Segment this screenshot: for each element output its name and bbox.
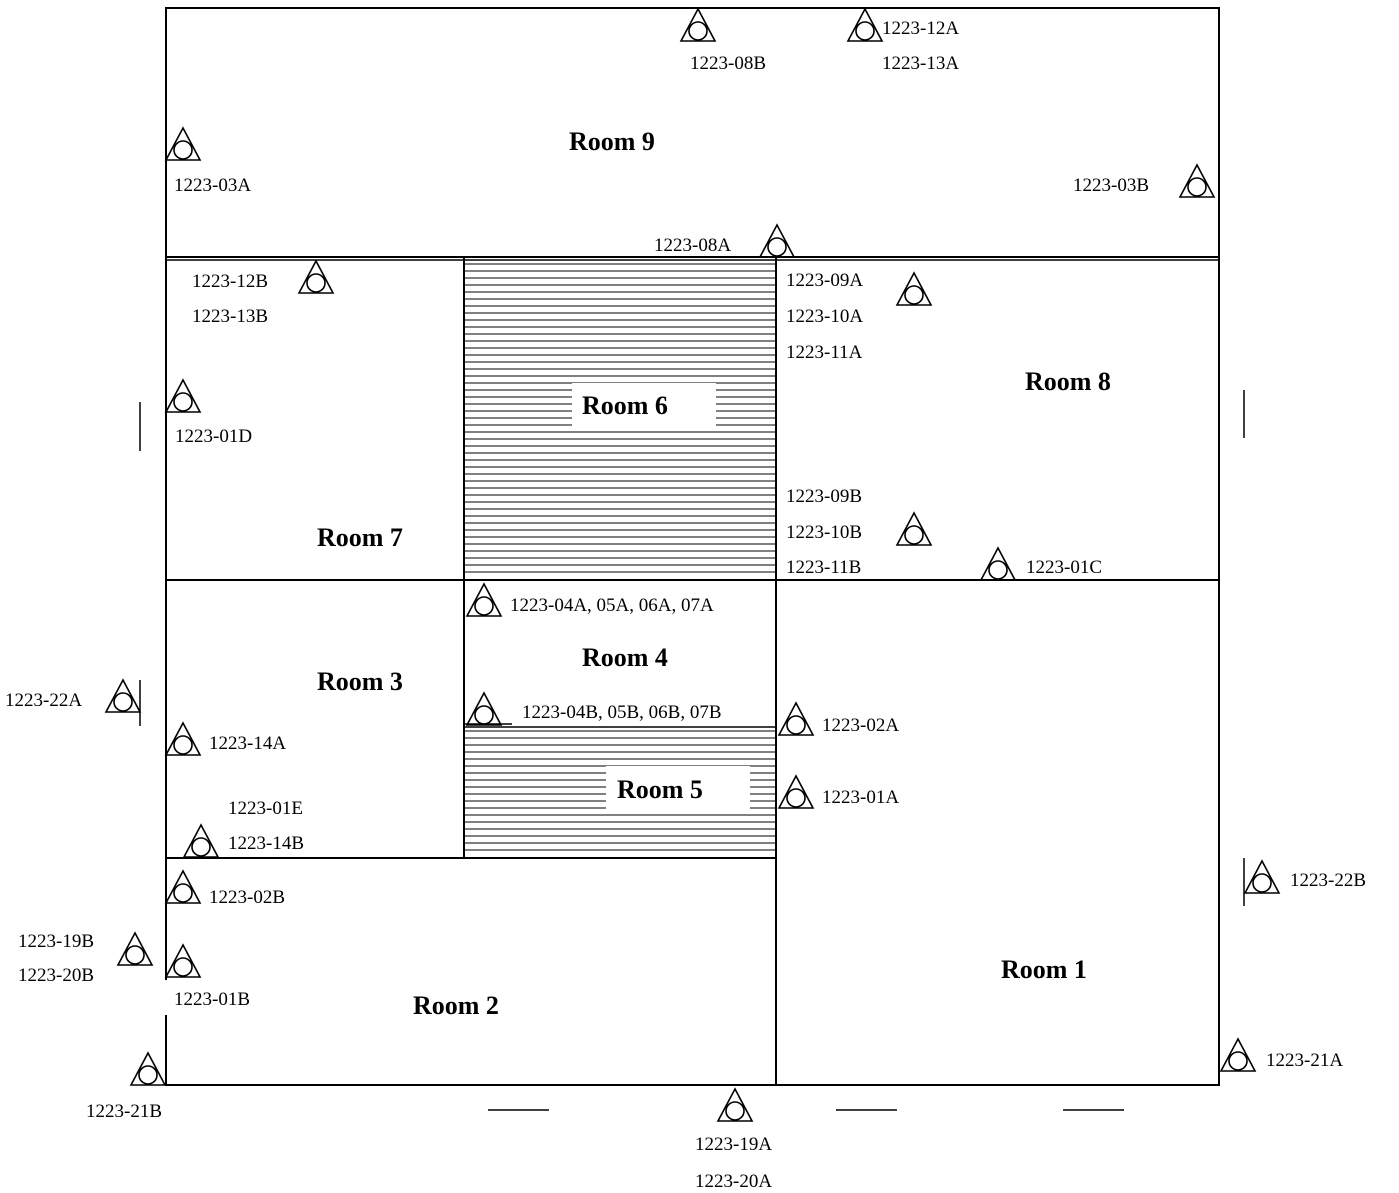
- room-1-label: Room 1: [1001, 955, 1087, 984]
- sensor-label-21b: 1223-21B: [86, 1101, 162, 1122]
- marker-10b-icon: [895, 511, 933, 546]
- sensor-label-22a: 1223-22A: [5, 690, 82, 711]
- sensor-label-01a: 1223-01A: [822, 787, 899, 808]
- marker-01d-icon: [164, 378, 202, 413]
- room-9-label: Room 9: [569, 127, 655, 156]
- sensor-label-20a: 1223-20A: [695, 1171, 772, 1192]
- marker-12a-icon: [846, 7, 884, 42]
- sensor-label-09b: 1223-09B: [786, 486, 862, 507]
- marker-02b-icon: [164, 869, 202, 904]
- marker-03b-icon: [1178, 163, 1216, 198]
- sensor-label-14b: 1223-14B: [228, 833, 304, 854]
- sensor-label-21a: 1223-21A: [1266, 1050, 1343, 1071]
- marker-22b-icon: [1243, 859, 1281, 894]
- sensor-label-12b: 1223-12B: [192, 271, 268, 292]
- room-7-label: Room 7: [317, 523, 403, 552]
- room-6-hatching: [465, 263, 775, 573]
- sensor-label-22b: 1223-22B: [1290, 870, 1366, 891]
- marker-01b-icon: [164, 943, 202, 978]
- sensor-label-04b: 1223-04B, 05B, 06B, 07B: [522, 702, 722, 723]
- marker-01c-icon: [979, 546, 1017, 581]
- sensor-label-14a: 1223-14A: [209, 733, 286, 754]
- room-5-label: Room 5: [617, 775, 703, 804]
- marker-22a-icon: [104, 678, 142, 713]
- sensor-label-04a: 1223-04A, 05A, 06A, 07A: [510, 595, 714, 616]
- sensor-label-19b: 1223-19B: [18, 931, 94, 952]
- marker-09a-icon: [895, 271, 933, 306]
- marker-14b-icon: [182, 823, 220, 858]
- room-5-label-box: [606, 766, 750, 810]
- marker-19a-icon: [716, 1087, 754, 1122]
- sensor-label-03b: 1223-03B: [1073, 175, 1149, 196]
- room-2-label: Room 2: [413, 991, 499, 1020]
- sensor-label-13b: 1223-13B: [192, 306, 268, 327]
- sensor-label-19a: 1223-19A: [695, 1134, 772, 1155]
- building-outline: [165, 7, 1220, 1086]
- marker-03a-icon: [164, 126, 202, 161]
- marker-04b-icon: [465, 691, 503, 726]
- sensor-label-03a: 1223-03A: [174, 175, 251, 196]
- sensor-label-01d: 1223-01D: [175, 426, 252, 447]
- sensor-label-10a: 1223-10A: [786, 306, 863, 327]
- sensor-label-09a: 1223-09A: [786, 270, 863, 291]
- marker-19b-icon: [116, 931, 154, 966]
- room-3-label: Room 3: [317, 667, 403, 696]
- marker-02a-icon: [777, 701, 815, 736]
- sensor-markers: [104, 7, 1281, 1122]
- sensor-label-08a: 1223-08A: [654, 235, 731, 256]
- marker-21a-icon: [1219, 1037, 1257, 1072]
- sensor-label-08b: 1223-08B: [690, 53, 766, 74]
- sensor-label-01b: 1223-01B: [174, 989, 250, 1010]
- sensor-label-01e: 1223-01E: [228, 798, 303, 819]
- marker-21b-icon: [129, 1051, 167, 1086]
- marker-01a-icon: [777, 774, 815, 809]
- marker-14a-icon: [164, 721, 202, 756]
- sensor-label-20b: 1223-20B: [18, 965, 94, 986]
- sensor-label-11b: 1223-11B: [786, 557, 861, 578]
- sensor-label-10b: 1223-10B: [786, 522, 862, 543]
- sensor-label-13a: 1223-13A: [882, 53, 959, 74]
- marker-08a-icon: [758, 223, 796, 258]
- sensor-label-02a: 1223-02A: [822, 715, 899, 736]
- sensor-label-01c: 1223-01C: [1026, 557, 1102, 578]
- room-6-label: Room 6: [582, 391, 668, 420]
- room-4-label: Room 4: [582, 643, 668, 672]
- sensor-label-12a: 1223-12A: [882, 18, 959, 39]
- sensor-label-11a: 1223-11A: [786, 342, 863, 363]
- room-8-label: Room 8: [1025, 367, 1111, 396]
- room-6-label-box: [572, 383, 716, 427]
- marker-12b-icon: [297, 259, 335, 294]
- marker-04a-icon: [465, 582, 503, 617]
- sensor-label-02b: 1223-02B: [209, 887, 285, 908]
- marker-08b-icon: [679, 7, 717, 42]
